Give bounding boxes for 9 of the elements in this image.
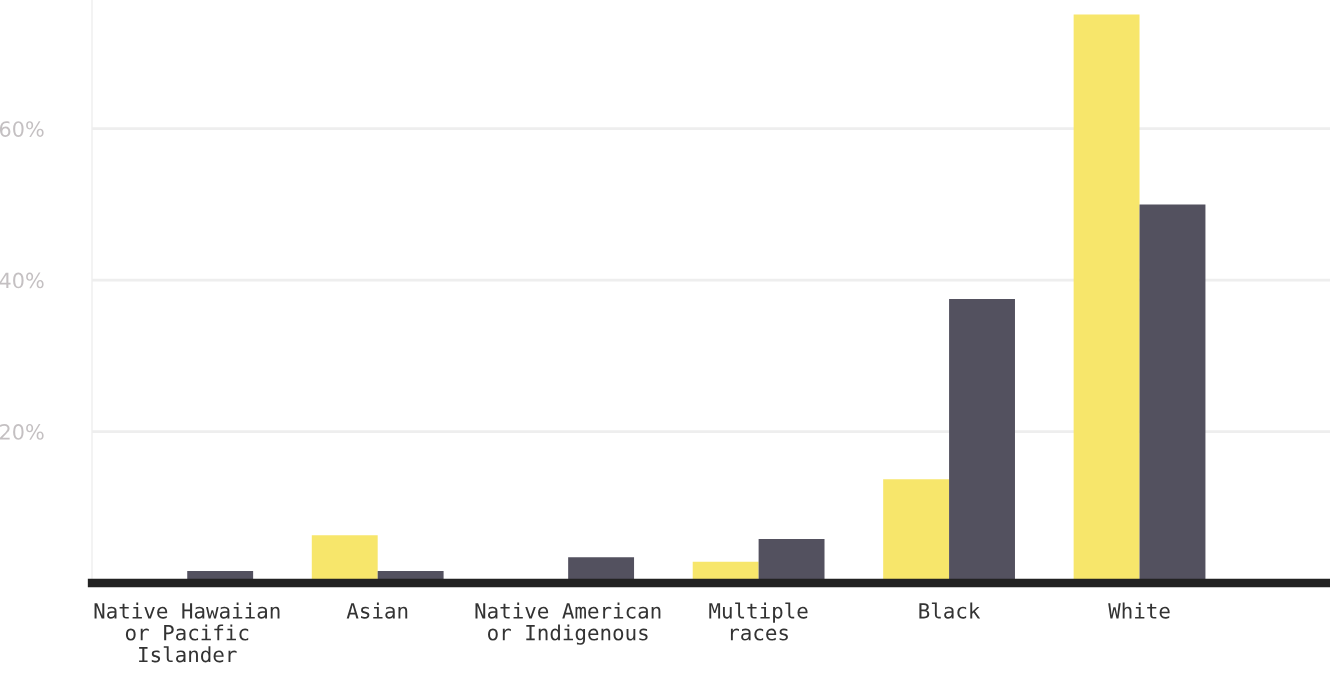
y-tick-label: 60% <box>0 121 44 137</box>
x-tick-label: Multiple races <box>709 602 808 641</box>
y-tick-label: 20% <box>0 424 44 440</box>
x-tick-label: Black <box>919 602 981 619</box>
y-tick-label: 40% <box>0 272 44 289</box>
x-tick-label: Asian <box>346 602 408 619</box>
x-tick-label: Native Hawaiian or Pacific Islander <box>94 602 280 663</box>
x-tick-label: White <box>1108 602 1170 619</box>
x-tick-label: Native American or Indigenous <box>475 602 661 645</box>
